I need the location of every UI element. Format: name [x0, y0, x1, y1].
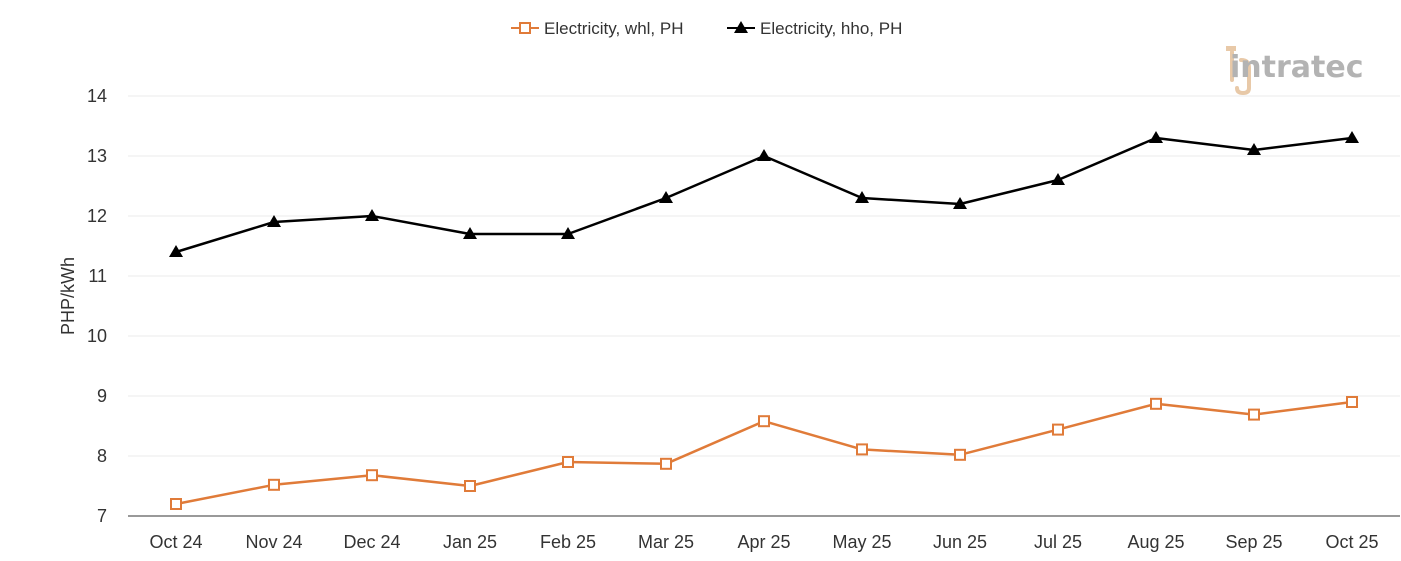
x-tick-label: Jan 25 [443, 532, 497, 552]
series [169, 131, 1359, 510]
x-tick-label: Jun 25 [933, 532, 987, 552]
legend-label: Electricity, hho, PH [760, 19, 902, 38]
x-tick-label: Dec 24 [343, 532, 400, 552]
y-tick-label: 10 [87, 326, 107, 346]
data-point [170, 498, 182, 510]
data-point [954, 448, 966, 461]
data-point [562, 456, 574, 468]
x-tick-label: Apr 25 [737, 532, 790, 552]
y-tick-labels: 7 8 9 10 11 12 13 14 [87, 86, 107, 526]
intratec-logo: intratec [1226, 46, 1364, 96]
y-tick-label: 12 [87, 206, 107, 226]
data-point [267, 215, 281, 227]
x-tick-label: Feb 25 [540, 532, 596, 552]
x-tick-label: May 25 [832, 532, 891, 552]
data-point [856, 443, 868, 456]
y-tick-label: 8 [97, 446, 107, 466]
y-tick-label: 14 [87, 86, 107, 106]
data-point [953, 197, 967, 209]
data-point [366, 469, 378, 482]
series-2 [169, 131, 1359, 257]
legend-item-2: Electricity, hho, PH [727, 19, 902, 38]
y-tick-label: 11 [88, 266, 107, 286]
y-tick-label: 7 [97, 506, 107, 526]
legend-label: Electricity, whl, PH [544, 19, 684, 38]
x-tick-labels: Oct 24 Nov 24 Dec 24 Jan 25 Feb 25 Mar 25 Apr … [149, 532, 1378, 552]
data-point [1248, 408, 1260, 421]
data-point [1345, 131, 1359, 143]
logo-dot [1226, 46, 1236, 51]
logo-wordmark: intratec [1230, 50, 1364, 85]
x-tick-label: Jul 25 [1034, 532, 1082, 552]
series-1 [170, 396, 1358, 510]
data-point [365, 209, 379, 221]
data-point [1150, 397, 1162, 410]
x-tick-label: Aug 25 [1127, 532, 1184, 552]
logo-icon [1230, 50, 1251, 96]
y-tick-label: 13 [87, 146, 107, 166]
data-point [659, 191, 673, 203]
data-point [757, 149, 771, 161]
data-point [1051, 173, 1065, 185]
data-point [855, 191, 869, 203]
data-point [268, 478, 280, 491]
data-point [464, 480, 476, 492]
y-axis-title: PHP/kWh [58, 257, 78, 335]
x-tick-label: Mar 25 [638, 532, 694, 552]
x-tick-label: Sep 25 [1225, 532, 1282, 552]
x-tick-label: Oct 25 [1325, 532, 1378, 552]
x-tick-label: Oct 24 [149, 532, 202, 552]
legend: Electricity, whl, PH Electricity, hho, PH [511, 19, 902, 38]
data-point [1052, 423, 1064, 436]
legend-marker [734, 21, 748, 33]
data-point [463, 227, 477, 239]
data-point [169, 245, 183, 257]
data-point [561, 227, 575, 239]
y-tick-label: 9 [97, 386, 107, 406]
data-point [758, 415, 770, 428]
legend-item-1: Electricity, whl, PH [511, 19, 684, 38]
legend-marker [519, 22, 531, 34]
data-point [1149, 131, 1163, 143]
x-tick-label: Nov 24 [245, 532, 302, 552]
data-point [660, 457, 672, 470]
data-point [1346, 396, 1358, 408]
axes: PHP/kWh [58, 257, 1400, 517]
data-point [1247, 143, 1261, 155]
